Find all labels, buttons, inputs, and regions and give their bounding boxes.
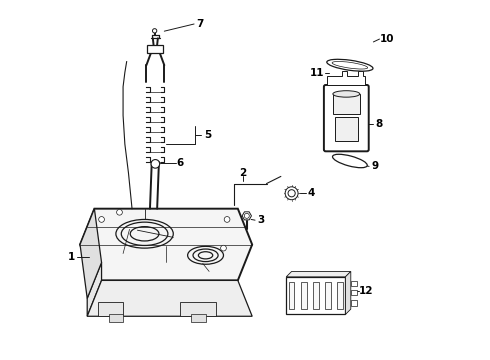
FancyBboxPatch shape	[324, 85, 368, 151]
Circle shape	[288, 190, 295, 197]
Circle shape	[117, 210, 122, 215]
Polygon shape	[327, 71, 365, 85]
Ellipse shape	[333, 154, 368, 168]
Text: 3: 3	[258, 215, 265, 225]
Bar	[335, 117, 358, 140]
Bar	[313, 282, 318, 309]
Bar	[333, 94, 360, 114]
Circle shape	[285, 187, 298, 200]
Polygon shape	[80, 209, 252, 280]
Bar	[191, 314, 205, 321]
Polygon shape	[242, 212, 251, 220]
Bar	[147, 45, 163, 53]
Bar	[109, 314, 123, 321]
Text: 4: 4	[308, 188, 315, 198]
Circle shape	[151, 159, 160, 168]
Text: 8: 8	[375, 120, 382, 129]
Text: 6: 6	[177, 158, 184, 168]
Bar	[325, 282, 331, 309]
Circle shape	[98, 217, 104, 222]
Text: 5: 5	[204, 130, 211, 140]
Circle shape	[245, 213, 249, 219]
Bar	[301, 282, 307, 309]
Bar	[289, 282, 294, 309]
Text: 10: 10	[379, 34, 394, 44]
Polygon shape	[80, 209, 101, 298]
Text: 2: 2	[240, 168, 247, 178]
Bar	[351, 290, 357, 295]
Bar	[337, 282, 343, 309]
Circle shape	[224, 217, 230, 222]
Text: 9: 9	[371, 161, 378, 171]
Polygon shape	[286, 271, 351, 277]
Circle shape	[220, 245, 226, 251]
Polygon shape	[87, 262, 101, 316]
Polygon shape	[180, 302, 216, 316]
Ellipse shape	[327, 59, 373, 71]
Polygon shape	[87, 280, 252, 316]
Bar	[351, 301, 357, 306]
Bar	[286, 277, 345, 315]
Text: 1: 1	[68, 252, 74, 262]
Ellipse shape	[333, 91, 360, 97]
Polygon shape	[98, 302, 123, 316]
Circle shape	[152, 29, 157, 33]
Text: 7: 7	[196, 19, 204, 29]
Bar	[351, 281, 357, 286]
Text: 12: 12	[359, 286, 373, 296]
Polygon shape	[345, 271, 351, 315]
Text: 11: 11	[310, 68, 324, 78]
